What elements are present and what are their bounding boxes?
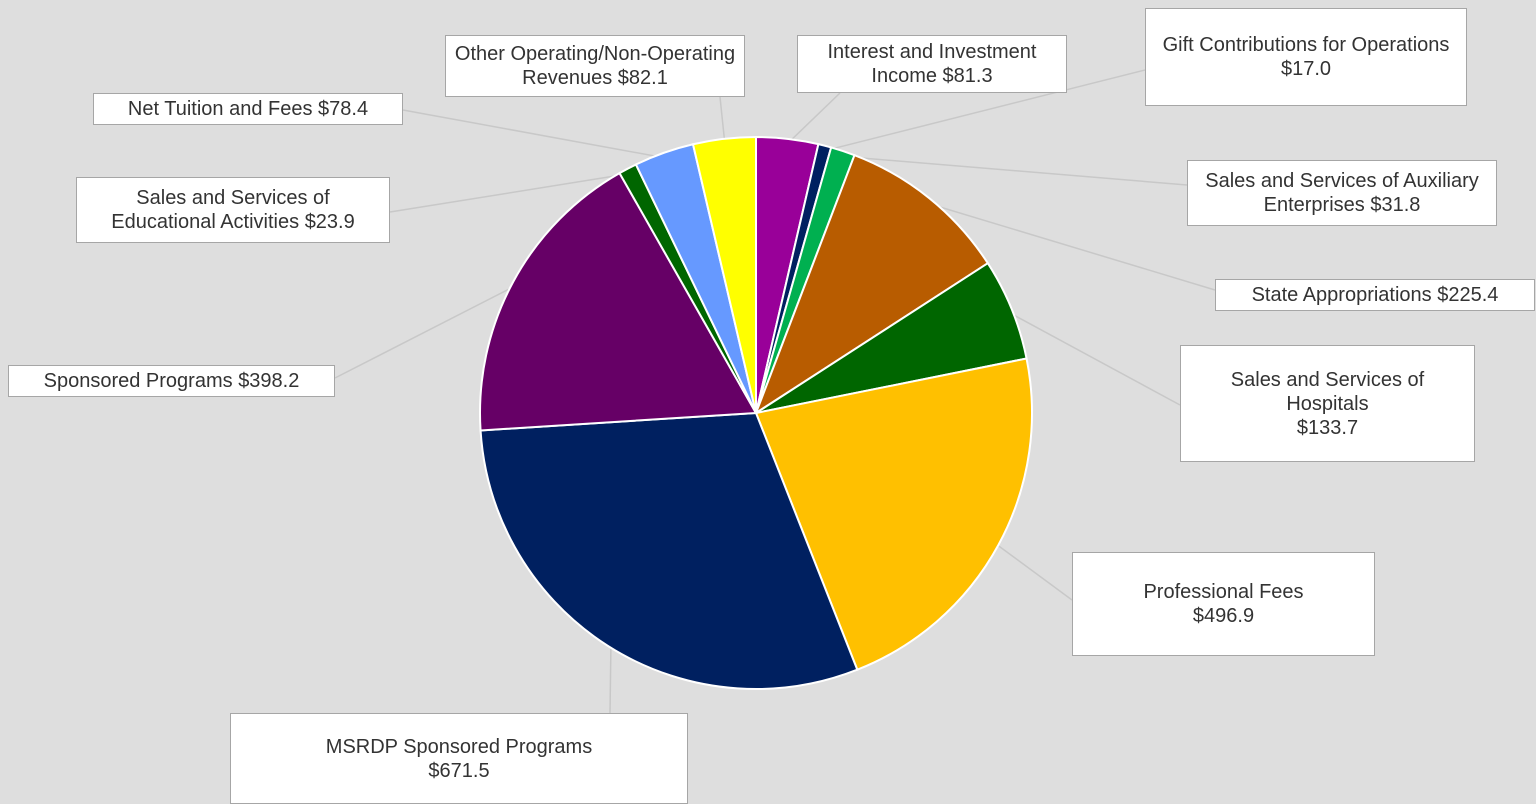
- data-label: Sales and Services of Hospitals $133.7: [1180, 345, 1475, 462]
- category-name: Gift Contributions for Operations: [1162, 34, 1450, 56]
- leader-line: [389, 172, 631, 213]
- data-label: Sales and Services of Auxiliary Enterpri…: [1187, 160, 1497, 226]
- label-text: Sales and Services of Auxiliary Enterpri…: [1194, 169, 1490, 217]
- label-text: Net Tuition and Fees $78.4: [128, 97, 368, 121]
- data-label: Sales and Services of Educational Activi…: [76, 177, 390, 243]
- label-text: Sales and Services of Educational Activi…: [83, 186, 383, 234]
- leader-line: [719, 96, 726, 145]
- label-text: Sales and Services of Hospitals $133.7: [1187, 368, 1468, 440]
- category-name: Sponsored Programs: [43, 370, 233, 392]
- value-label: $31.8: [1370, 194, 1421, 216]
- leader-line: [993, 541, 1073, 601]
- label-text: Other Operating/Non-Operating Revenues $…: [452, 42, 738, 90]
- leader-line: [823, 69, 1146, 152]
- value-label: $78.4: [318, 98, 369, 120]
- category-name: Sales and Services of Educational Activi…: [111, 187, 330, 233]
- pie-slice: [691, 135, 757, 414]
- value-label: $81.3: [942, 65, 993, 87]
- leader-line: [786, 92, 841, 145]
- pie-slice: [753, 153, 990, 416]
- label-text: Professional Fees $496.9: [1143, 580, 1303, 628]
- label-text: Interest and Investment Income $81.3: [804, 40, 1060, 88]
- label-text: State Appropriations $225.4: [1252, 283, 1499, 307]
- value-label: $133.7: [1296, 416, 1359, 439]
- data-label: State Appropriations $225.4: [1215, 279, 1535, 311]
- data-label: Professional Fees $496.9: [1072, 552, 1375, 656]
- leader-line: [402, 109, 666, 159]
- data-label: MSRDP Sponsored Programs $671.5: [230, 713, 688, 804]
- pie-slice: [479, 411, 859, 690]
- label-text: Sponsored Programs $398.2: [44, 369, 300, 393]
- value-label: $17.0: [1280, 58, 1332, 80]
- data-label: Sponsored Programs $398.2: [8, 365, 335, 397]
- pie-slice: [479, 171, 758, 432]
- data-label: Other Operating/Non-Operating Revenues $…: [445, 35, 745, 97]
- category-name: Other Operating/Non-Operating Revenues: [454, 43, 736, 89]
- label-text: MSRDP Sponsored Programs $671.5: [326, 735, 592, 783]
- value-label: $225.4: [1437, 284, 1499, 306]
- leader-line: [926, 202, 1216, 291]
- value-label: $82.1: [617, 67, 668, 89]
- value-label: $23.9: [304, 211, 355, 233]
- data-label: Gift Contributions for Operations $17.0: [1145, 8, 1467, 106]
- category-name: State Appropriations: [1251, 284, 1432, 306]
- category-name: Net Tuition and Fees: [127, 98, 313, 120]
- data-label: Interest and Investment Income $81.3: [797, 35, 1067, 93]
- value-label: $398.2: [238, 370, 300, 392]
- category-name: Sales and Services of Hospitals: [1230, 368, 1425, 415]
- category-name: Interest and Investment Income: [827, 41, 1037, 87]
- leader-line: [841, 155, 1188, 186]
- value-label: $671.5: [428, 759, 490, 782]
- leader-line: [334, 283, 519, 379]
- label-text: Gift Contributions for Operations $17.0: [1163, 33, 1450, 81]
- value-label: $496.9: [1192, 605, 1255, 627]
- leader-line: [609, 641, 612, 714]
- category-name: Professional Fees: [1143, 581, 1304, 603]
- data-label: Net Tuition and Fees $78.4: [93, 93, 403, 125]
- category-name: MSRDP Sponsored Programs: [325, 735, 593, 758]
- leader-line: [1006, 310, 1181, 406]
- category-name: Sales and Services of Auxiliary Enterpri…: [1205, 170, 1479, 216]
- pie-slice: [754, 357, 1034, 672]
